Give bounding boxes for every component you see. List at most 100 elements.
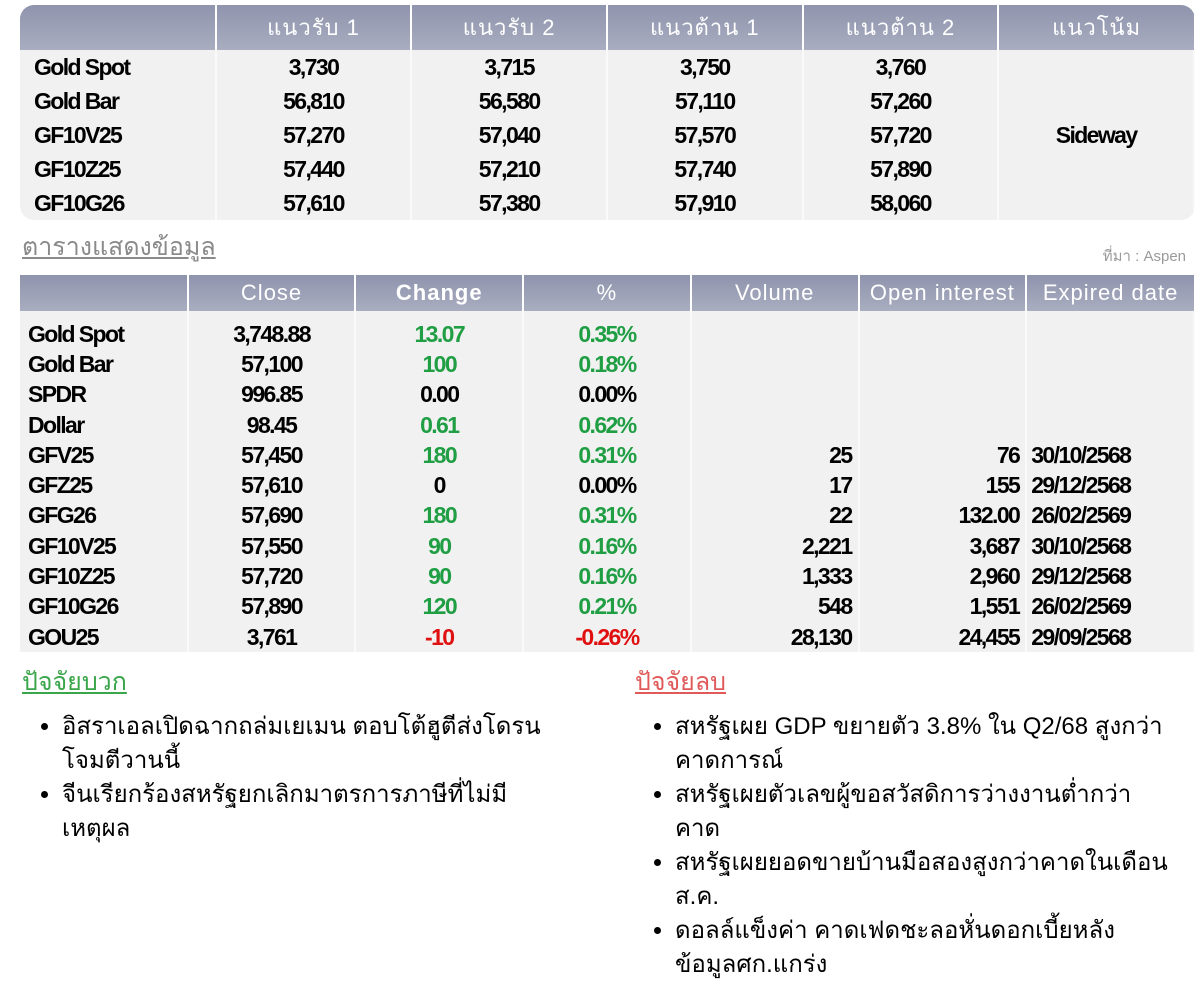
change-value: 90 xyxy=(355,561,525,592)
open-interest-value: 132.00 xyxy=(858,500,1028,532)
positive-factor-item: อิสราเอลเปิดฉากถล่มเยเมน ตอบโต้ฮูตีส่งโด… xyxy=(62,710,562,778)
negative-factors-title: ปัจจัยลบ xyxy=(635,668,727,696)
table-row: GF10G26 57,890 120 0.21% 548 1,551 26/02/2569 xyxy=(20,591,1195,622)
column-header: Change xyxy=(355,275,525,311)
negative-factors: ปัจจัยลบ สหรัฐเผย GDP ขยายตัว 3.8% ใน Q2… xyxy=(635,662,1175,982)
close-value: 996.85 xyxy=(187,379,357,410)
change-value: 0 xyxy=(355,470,525,501)
source-label: ที่มา : Aspen xyxy=(1102,248,1186,265)
table-row: GF10Z25 57,440 57,210 57,740 57,890 xyxy=(20,152,1194,186)
open-interest-value xyxy=(858,379,1028,410)
table-row: Gold Bar 57,100 100 0.18% xyxy=(20,349,1195,380)
level-value: 57,610 xyxy=(215,186,413,220)
volume-value: 25 xyxy=(690,440,860,471)
column-header: แนวรับ 1 xyxy=(215,5,413,50)
open-interest-value xyxy=(858,349,1028,380)
level-value: 57,040 xyxy=(411,118,608,152)
instrument-name: GF10Z25 xyxy=(20,152,217,186)
volume-value: 1,333 xyxy=(690,561,860,592)
column-header: Open interest xyxy=(858,275,1028,311)
percent-change-value: 0.62% xyxy=(523,409,692,441)
negative-factor-item: สหรัฐเผยตัวเลขผู้ขอสวัสดิการว่างงานต่ำกว… xyxy=(675,778,1175,846)
instrument-name: GF10G26 xyxy=(20,591,189,622)
percent-change-value: 0.31% xyxy=(523,500,692,532)
expired-date-value xyxy=(1026,409,1195,441)
column-header xyxy=(20,5,217,50)
open-interest-value: 155 xyxy=(858,470,1028,501)
volume-value: 22 xyxy=(690,500,860,532)
column-header: แนวต้าน 2 xyxy=(802,5,1000,50)
expired-date-value: 30/10/2568 xyxy=(1026,440,1195,471)
table-row: GOU25 3,761 -10 -0.26% 28,130 24,455 29/09/256… xyxy=(20,621,1195,653)
percent-change-value: 0.16% xyxy=(523,561,692,592)
level-value: 57,110 xyxy=(606,84,804,118)
close-value: 57,550 xyxy=(187,531,357,562)
instrument-name: Gold Spot xyxy=(20,311,189,350)
expired-date-value xyxy=(1026,379,1195,410)
column-header: Expired date xyxy=(1026,275,1194,311)
percent-change-value: 0.16% xyxy=(523,531,692,562)
level-value: 3,760 xyxy=(802,50,1000,84)
level-value: 57,740 xyxy=(606,152,804,186)
expired-date-value xyxy=(1026,311,1195,350)
column-header: Volume xyxy=(690,275,860,311)
table-row: GF10V25 57,270 57,040 57,570 57,720 xyxy=(20,118,1194,152)
volume-value xyxy=(690,409,860,441)
instrument-name: GF10V25 xyxy=(20,118,217,152)
table-row: Dollar 98.45 0.61 0.62% xyxy=(20,409,1195,441)
volume-value: 548 xyxy=(690,591,860,622)
volume-value: 28,130 xyxy=(690,621,860,653)
volume-value xyxy=(690,349,860,380)
instrument-name: Gold Bar xyxy=(20,84,217,118)
table-row: GF10Z25 57,720 90 0.16% 1,333 2,960 29/12/2568 xyxy=(20,561,1195,592)
instrument-name: GFV25 xyxy=(20,440,189,471)
positive-factor-item: จีนเรียกร้องสหรัฐยกเลิกมาตรการภาษีที่ไม่… xyxy=(62,778,562,846)
level-value: 3,715 xyxy=(411,50,608,84)
open-interest-value: 76 xyxy=(858,440,1028,471)
open-interest-value: 3,687 xyxy=(858,531,1028,562)
table-row: GFZ25 57,610 0 0.00% 17 155 29/12/2568 xyxy=(20,470,1195,501)
instrument-name: Gold Spot xyxy=(20,50,217,84)
level-value: 57,720 xyxy=(802,118,1000,152)
table-row: GF10G26 57,610 57,380 57,910 58,060 xyxy=(20,186,1194,220)
table-row: Gold Bar 56,810 56,580 57,110 57,260 xyxy=(20,84,1194,118)
trend-value: Sideway xyxy=(998,50,1195,220)
close-value: 3,761 xyxy=(187,621,357,653)
close-value: 57,100 xyxy=(187,349,357,380)
percent-change-value: 0.31% xyxy=(523,440,692,471)
expired-date-value: 29/12/2568 xyxy=(1026,561,1195,592)
level-value: 57,210 xyxy=(411,152,608,186)
close-value: 57,890 xyxy=(187,591,357,622)
expired-date-value xyxy=(1026,349,1195,380)
market-data-table: Close Change% Volume Open interest Expired d… xyxy=(20,275,1195,653)
instrument-name: Gold Bar xyxy=(20,349,189,380)
column-header: Close xyxy=(187,275,357,311)
level-value: 57,910 xyxy=(606,186,804,220)
expired-date-value: 30/10/2568 xyxy=(1026,531,1195,562)
level-value: 57,270 xyxy=(215,118,413,152)
close-value: 98.45 xyxy=(187,409,357,441)
expired-date-value: 29/12/2568 xyxy=(1026,470,1195,501)
change-value: 100 xyxy=(355,349,525,380)
column-header: % xyxy=(523,275,692,311)
level-value: 57,380 xyxy=(411,186,608,220)
level-value: 57,890 xyxy=(802,152,1000,186)
column-header xyxy=(20,275,189,311)
instrument-name: GFZ25 xyxy=(20,470,189,501)
expired-date-value: 26/02/2569 xyxy=(1026,500,1195,532)
negative-factor-item: สหรัฐเผยยอดขายบ้านมือสองสูงกว่าคาดในเดือ… xyxy=(675,846,1175,914)
open-interest-value: 1,551 xyxy=(858,591,1028,622)
expired-date-value: 26/02/2569 xyxy=(1026,591,1195,622)
instrument-name: GF10Z25 xyxy=(20,561,189,592)
percent-change-value: 0.35% xyxy=(523,311,692,350)
close-value: 57,610 xyxy=(187,470,357,501)
percent-change-value: 0.18% xyxy=(523,349,692,380)
table-row: GFG26 57,690 180 0.31% 22 132.00 26/02/2569 xyxy=(20,500,1195,532)
table-row: GF10V25 57,550 90 0.16% 2,221 3,687 30/10/2568 xyxy=(20,531,1195,562)
instrument-name: Dollar xyxy=(20,409,189,441)
close-value: 57,720 xyxy=(187,561,357,592)
instrument-name: GFG26 xyxy=(20,500,189,532)
open-interest-value: 2,960 xyxy=(858,561,1028,592)
percent-change-value: 0.21% xyxy=(523,591,692,622)
change-value: 180 xyxy=(355,440,525,471)
